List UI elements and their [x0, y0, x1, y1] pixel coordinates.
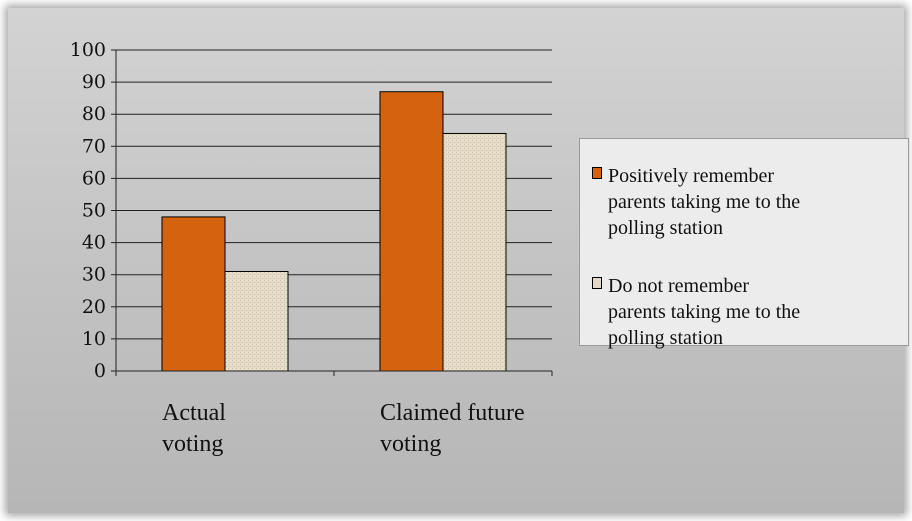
y-tick-label: 40 — [82, 232, 106, 254]
chart-area: 0 10 20 30 40 50 60 70 80 90 100 Actual voting Claime… — [8, 8, 909, 513]
bar-not-remember-0 — [224, 270, 289, 372]
y-tick-label: 10 — [82, 328, 106, 350]
y-tick-label: 80 — [82, 103, 106, 125]
category-label: Claimed future — [380, 400, 525, 426]
y-tick-label: 60 — [82, 167, 106, 189]
legend-label-not-remember: Do not remember parents taking me to the… — [608, 275, 801, 349]
bar-remember-0 — [161, 216, 226, 372]
y-tick-label: 20 — [82, 296, 106, 318]
legend-label-remember: Positively remember parents taking me to… — [608, 165, 801, 239]
bar-not-remember-1 — [442, 132, 507, 372]
y-tick-label: 90 — [82, 71, 106, 93]
bar-remember-1 — [379, 91, 444, 372]
category-label: voting — [380, 431, 441, 457]
chart-plot: 0 10 20 30 40 50 60 70 80 90 100 Actual voting Claime… — [70, 39, 553, 457]
y-tick-label: 30 — [82, 264, 106, 286]
y-tick-label: 50 — [82, 200, 106, 222]
category-label: Actual — [162, 400, 226, 426]
y-tick-label: 70 — [82, 135, 106, 157]
legend-swatch-remember — [592, 167, 602, 179]
legend-swatch-not-remember — [592, 277, 602, 289]
y-tick-label: 100 — [70, 39, 106, 61]
category-label: voting — [162, 431, 223, 457]
y-tick-label: 0 — [94, 360, 106, 382]
legend: Positively remember parents taking me to… — [579, 138, 909, 349]
